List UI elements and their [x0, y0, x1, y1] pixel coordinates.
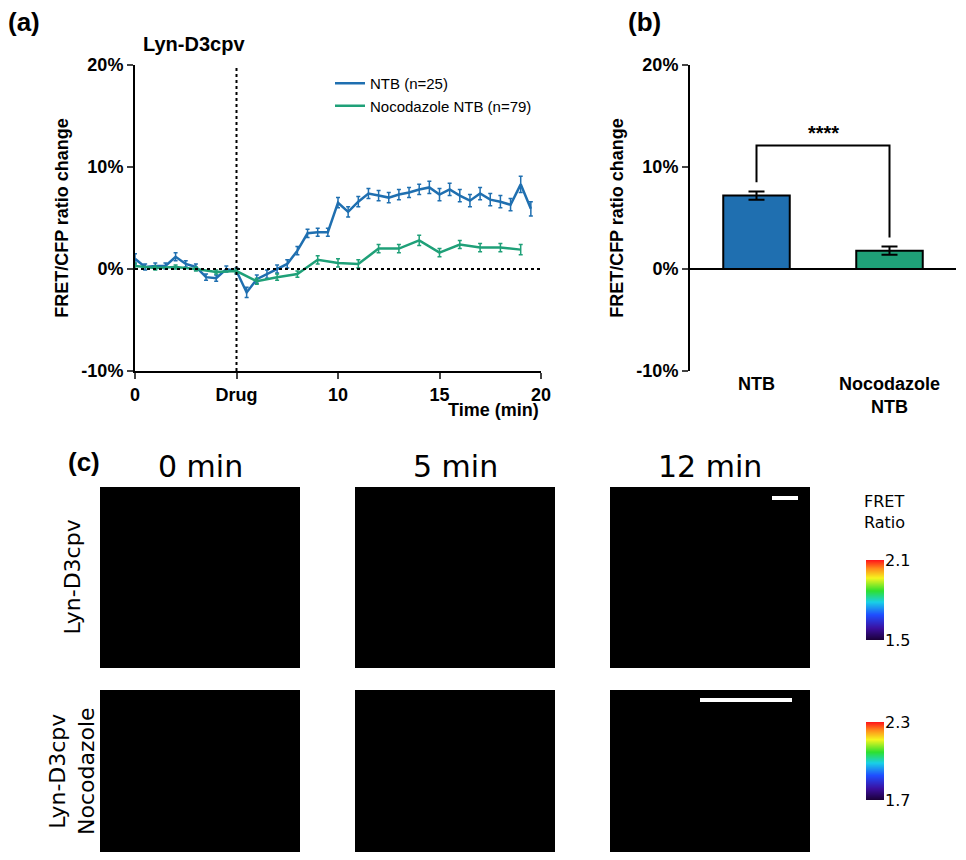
svg-text:-10%: -10%	[81, 361, 123, 381]
svg-text:FRET/CFP ratio change: FRET/CFP ratio change	[52, 118, 72, 318]
svg-text:Nocodazole NTB (n=79): Nocodazole NTB (n=79)	[370, 98, 531, 115]
svg-text:FRETRatio: FRETRatio	[864, 492, 905, 532]
svg-text:10%: 10%	[87, 157, 123, 177]
svg-text:Drug: Drug	[216, 385, 258, 405]
svg-text:5 min: 5 min	[413, 449, 498, 484]
svg-text:-10%: -10%	[636, 361, 678, 381]
svg-text:2.1: 2.1	[885, 551, 910, 570]
svg-text:0%: 0%	[97, 259, 123, 279]
svg-text:(a): (a)	[8, 7, 40, 37]
svg-text:Lyn-D3cpvNocodazole: Lyn-D3cpvNocodazole	[45, 707, 99, 835]
svg-text:(b): (b)	[628, 7, 661, 37]
svg-text:20: 20	[531, 385, 551, 405]
svg-text:NTB (n=25): NTB (n=25)	[370, 75, 448, 92]
svg-text:FRET/CFP ratio change: FRET/CFP ratio change	[607, 118, 627, 318]
svg-text:10: 10	[328, 385, 348, 405]
svg-text:15: 15	[429, 385, 449, 405]
svg-text:12 min: 12 min	[658, 449, 762, 484]
svg-text:Time (min): Time (min)	[448, 400, 539, 420]
svg-text:10%: 10%	[642, 157, 678, 177]
svg-text:20%: 20%	[642, 55, 678, 75]
svg-text:Lyn-D3cpv: Lyn-D3cpv	[143, 33, 245, 55]
svg-text:0: 0	[130, 385, 140, 405]
svg-text:Lyn-D3cpv: Lyn-D3cpv	[60, 519, 85, 634]
svg-text:NocodazoleNTB: NocodazoleNTB	[839, 374, 940, 417]
svg-text:****: ****	[808, 122, 839, 144]
svg-text:20%: 20%	[87, 55, 123, 75]
svg-text:0 min: 0 min	[158, 449, 243, 484]
svg-text:0%: 0%	[652, 259, 678, 279]
svg-text:1.7: 1.7	[885, 791, 910, 810]
svg-text:NTB: NTB	[738, 374, 775, 394]
svg-text:(c): (c)	[68, 447, 100, 477]
svg-text:1.5: 1.5	[885, 631, 910, 650]
svg-text:2.3: 2.3	[885, 713, 910, 732]
